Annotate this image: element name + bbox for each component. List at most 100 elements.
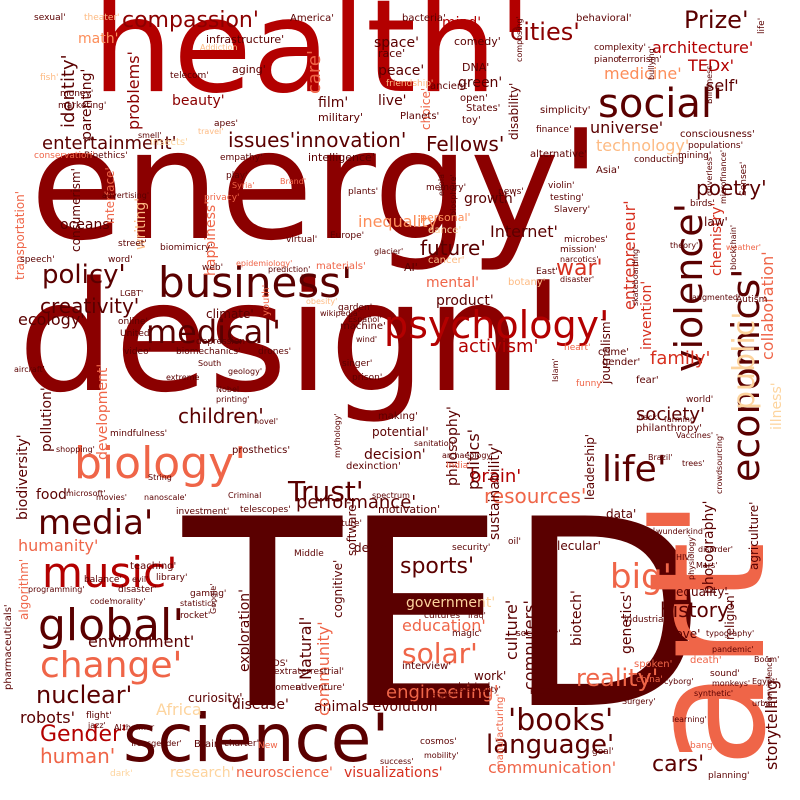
word-internet: Internet' <box>490 222 558 241</box>
word-creativity: creativity' <box>40 294 140 318</box>
word-world: world' <box>686 395 714 405</box>
word-code: code' <box>90 597 112 606</box>
word-fish: fish' <box>40 73 59 83</box>
word-south: South <box>198 359 222 368</box>
word-invention: invention' <box>639 280 655 350</box>
word-virtual: virtual' <box>286 235 318 245</box>
word-mining: mining' <box>678 151 712 161</box>
word-america: America' <box>290 13 334 24</box>
word-mental: mental' <box>426 275 479 291</box>
word-death: death' <box>690 655 722 666</box>
word-testing: testing' <box>550 193 584 203</box>
word-synthetic: synthetic' <box>694 689 734 698</box>
word-memory: memory' <box>426 183 467 193</box>
word-investment: investment' <box>176 507 230 517</box>
word-wind: wind' <box>356 335 378 344</box>
word-movies: movies' <box>96 493 127 502</box>
word-data: data' <box>606 507 637 521</box>
word-physiology: physiology' <box>687 534 696 580</box>
word-farming: farming' <box>664 415 698 424</box>
word-ted: TED <box>183 465 707 767</box>
word-garden: garden' <box>338 303 373 313</box>
word-wikipedia: wikipedia' <box>320 309 361 318</box>
word-privacy: privacy' <box>204 193 240 203</box>
word-biotech: biotech' <box>569 590 585 646</box>
word-drones: drones' <box>258 347 292 357</box>
word-new: New <box>258 741 278 751</box>
word-film: film' <box>318 95 349 111</box>
word-shopping: shopping' <box>56 445 95 454</box>
word-reality: reality' <box>576 664 659 692</box>
word-human: human' <box>40 744 116 768</box>
word-microbes: microbes' <box>564 235 608 245</box>
word-magic: magic' <box>452 629 482 639</box>
word-blindness: Blindness' <box>705 63 714 104</box>
word-oceans: oceans' <box>60 217 114 233</box>
word-family: family' <box>650 348 711 369</box>
word-care: care' <box>304 50 325 94</box>
word-pollution: pollution' <box>39 387 55 452</box>
word-cognitive: cognitive' <box>331 559 345 618</box>
word-children: children' <box>178 404 264 428</box>
word-mobility: mobility' <box>424 751 459 760</box>
word-sanitation: sanitation' <box>414 439 456 448</box>
word-extraterrestrial: extraterrestrial' <box>274 667 345 677</box>
word-charter: charter' <box>224 739 260 749</box>
word-technology: technology' <box>596 136 690 155</box>
word-prison: prison' <box>352 373 383 383</box>
word-nonviolence: nonviolence' <box>765 655 774 706</box>
word-life-small: life' <box>757 17 767 34</box>
word-flight: flight' <box>86 711 112 721</box>
word-terrorism: terrorism' <box>618 55 662 65</box>
word-cities: cities' <box>510 18 580 46</box>
word-disorder: disorder' <box>698 545 733 554</box>
word-behavioral: behavioral' <box>576 13 632 24</box>
word-humor: humor' <box>564 517 607 531</box>
word-motivation: motivation' <box>378 503 441 516</box>
word-mindfulness: mindfulness' <box>110 429 168 439</box>
word-chemistry: chemistry' <box>709 202 725 276</box>
word-activism: activism' <box>458 336 539 357</box>
word-prize: Prize' <box>684 6 749 34</box>
word-marketing: marketing' <box>58 101 107 111</box>
word-fear: fear' <box>636 375 659 386</box>
word-entertainment: entertainment' <box>42 133 177 154</box>
word-slavery: Slavery' <box>554 205 591 215</box>
word-anthropology: anthropology' <box>261 601 275 684</box>
word-morality: morality' <box>110 597 146 606</box>
word-change: change' <box>40 645 183 686</box>
word-weather: weather' <box>726 243 761 252</box>
word-autism: Autism <box>736 295 768 305</box>
word-balance: balance' <box>84 575 122 585</box>
word-islam: Islam' <box>551 358 560 382</box>
word-smell: smell' <box>138 131 162 140</box>
word-infrastructure: infrastructure' <box>206 33 285 46</box>
word-molecular: molecular' <box>538 539 601 553</box>
word-aids: AIDS' <box>264 659 288 669</box>
word-issues-innovation: issues'innovation' <box>228 128 407 152</box>
word-performance: performance' <box>296 492 417 513</box>
word-adventure: adventure' <box>296 683 345 693</box>
word-personality: personality' <box>454 685 501 694</box>
word-addiction: Addiction <box>200 43 238 52</box>
word-conducting: conducting' <box>634 155 687 165</box>
word-mind: mind' <box>442 15 482 31</box>
word-self: self' <box>706 76 739 95</box>
word-neuroscience: neuroscience' <box>236 765 333 781</box>
word-biology: biology' <box>74 438 247 489</box>
word-bacteria: bacteria' <box>402 13 446 24</box>
word-nuclear: nuclear' <box>36 681 133 709</box>
word-surgery: Surgery' <box>622 697 656 706</box>
word-transgender: Transgender' <box>130 739 182 748</box>
word-bullying: bullying' <box>647 46 656 80</box>
word-business: business' <box>158 258 353 307</box>
word-iraq: Iraq' <box>468 611 486 620</box>
word-open: open' <box>460 93 488 104</box>
word-psychology: psychology' <box>384 303 610 347</box>
word-advertising: advertising' <box>102 191 150 200</box>
word-love: love' <box>672 627 701 641</box>
word-consciousness: consciousness' <box>680 129 755 140</box>
word-jazz: jazz' <box>88 721 106 730</box>
word-espanol: Español' <box>348 315 382 324</box>
word-women: women' <box>268 683 304 693</box>
